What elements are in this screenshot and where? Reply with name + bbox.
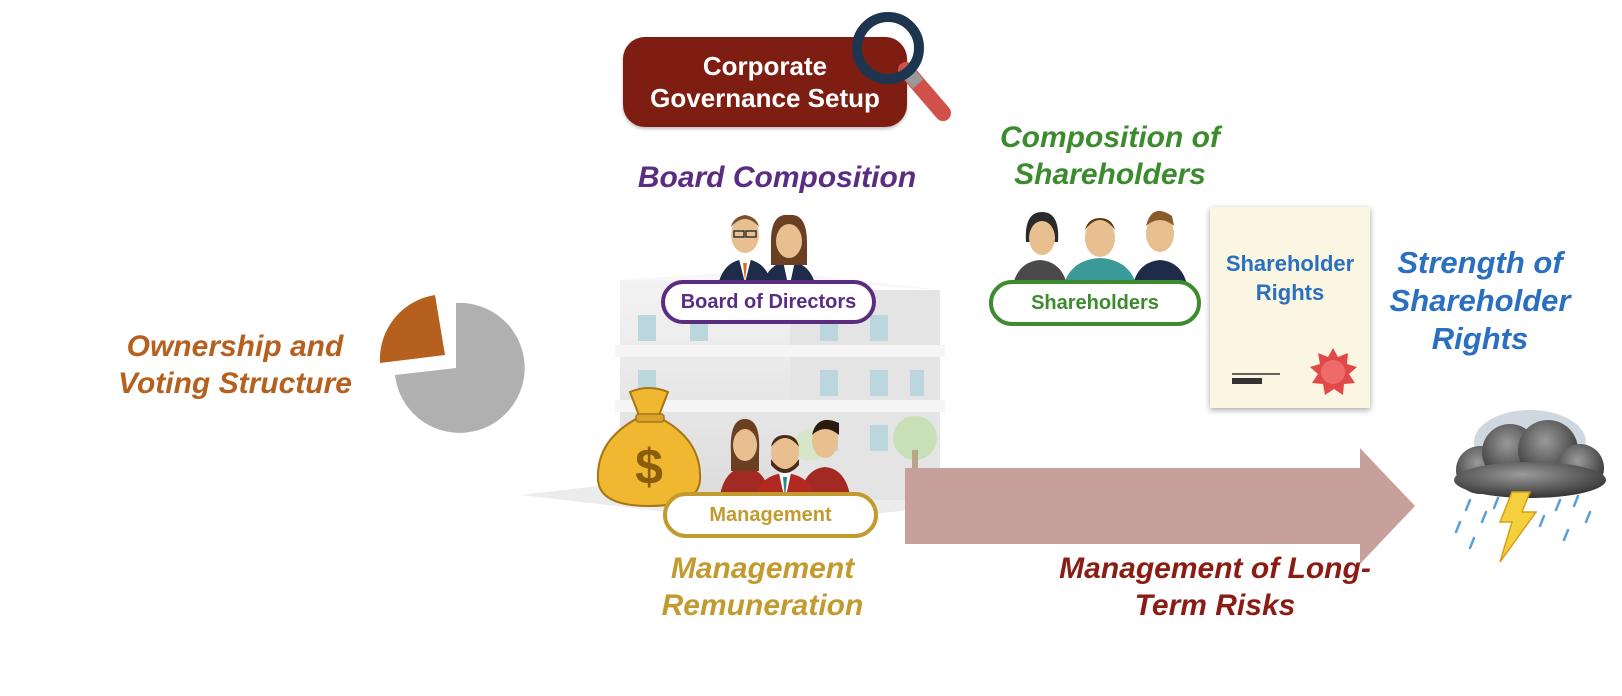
- management-pill: Management: [663, 492, 878, 538]
- management-label: Management: [709, 503, 832, 526]
- long-term-risks-label: Management of Long-Term Risks: [1059, 552, 1371, 622]
- board-of-directors-pill: Board of Directors: [661, 280, 876, 324]
- magnifying-glass-icon: [852, 12, 951, 121]
- shareholders-pill: Shareholders: [989, 280, 1201, 326]
- shareholder-rights-certificate: Shareholder Rights: [1210, 207, 1370, 408]
- storm-cloud-icon: [1454, 410, 1606, 563]
- title-box: Corporate Governance Setup: [623, 37, 907, 127]
- board-of-directors-label: Board of Directors: [680, 290, 857, 313]
- management-remuneration-label: Management Remuneration: [661, 552, 864, 622]
- board-composition-label: Board Composition: [637, 161, 917, 194]
- long-term-arrow: [905, 448, 1415, 564]
- seal-icon: [1310, 348, 1357, 395]
- strength-rights-label: Strength of Shareholder Rights: [1389, 245, 1571, 356]
- pie-chart-icon: [379, 295, 525, 433]
- shareholders-label: Shareholders: [1031, 291, 1159, 314]
- money-bag-icon: $: [596, 387, 702, 508]
- page-title: Corporate Governance Setup: [650, 51, 880, 113]
- svg-text:$: $: [635, 439, 663, 495]
- composition-shareholders-label: Composition of Shareholders: [1000, 121, 1220, 191]
- management-people-icon: [719, 419, 851, 505]
- signature-line-icon: [1232, 373, 1280, 384]
- ownership-label: Ownership and Voting Structure: [118, 330, 352, 400]
- certificate-title: Shareholder Rights: [1225, 251, 1355, 305]
